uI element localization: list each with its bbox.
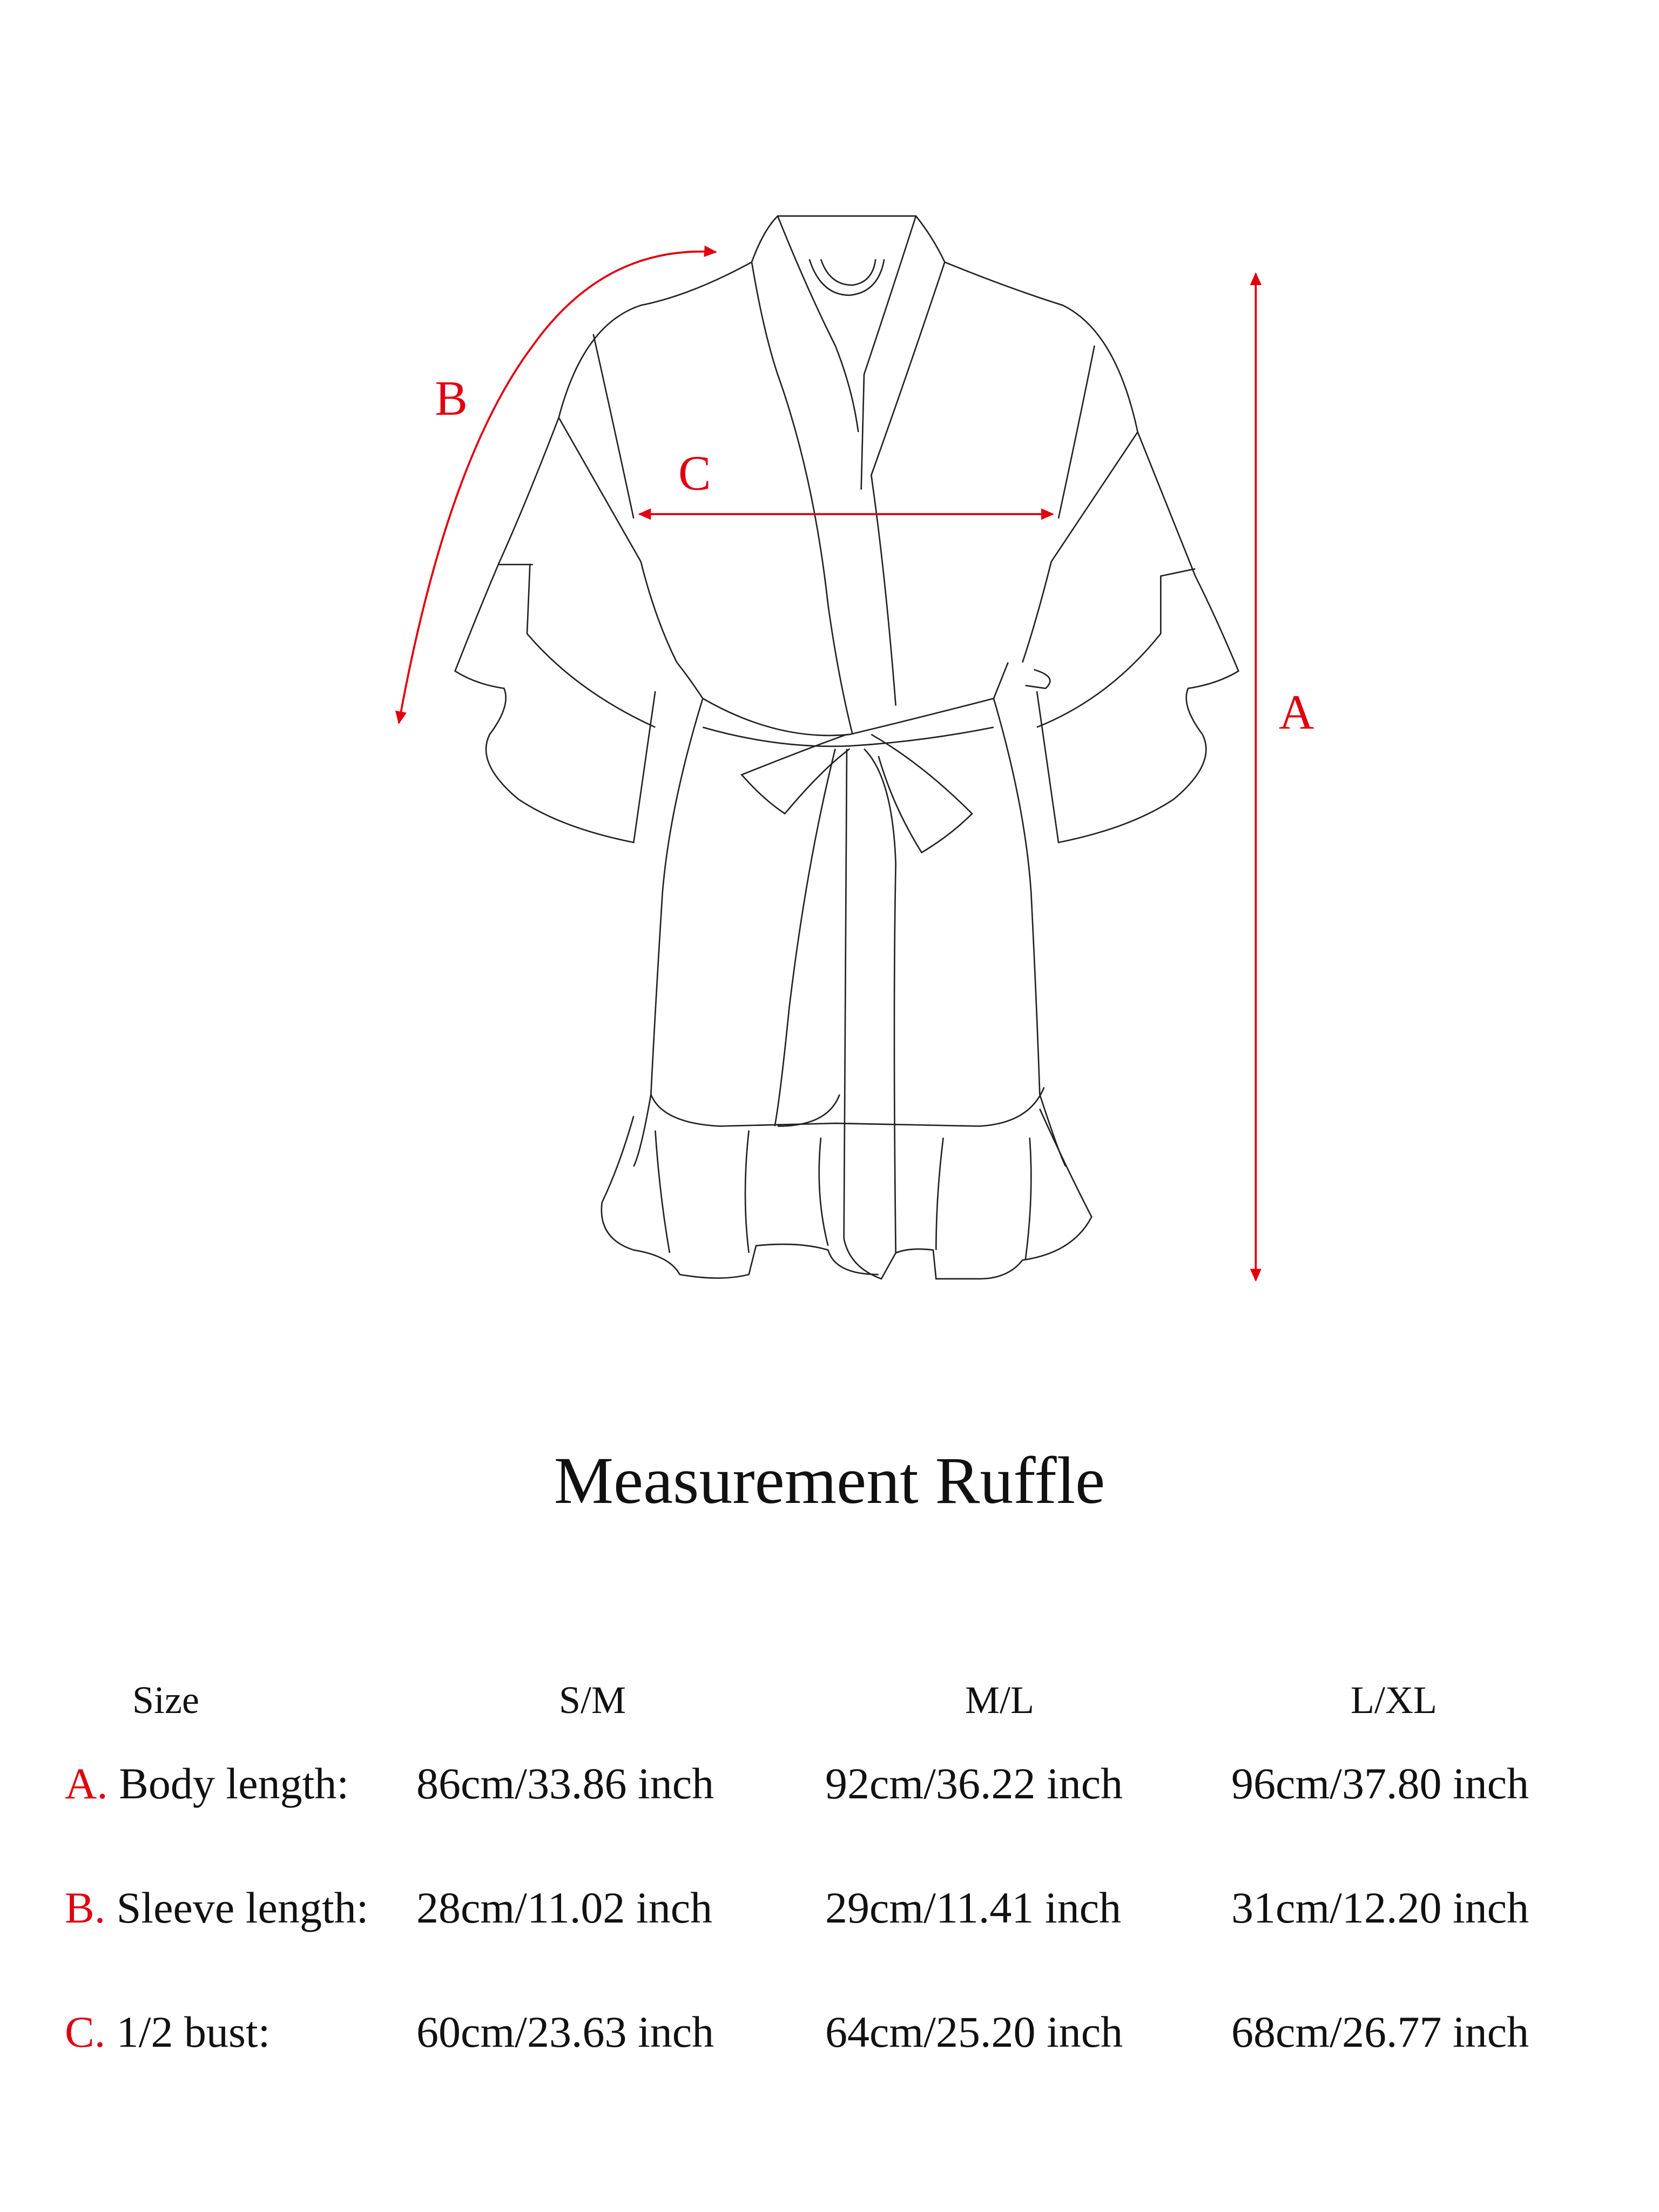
- marker-b: B: [435, 371, 467, 426]
- table-cell: 31cm/12.20 inch: [1231, 1883, 1529, 1932]
- table-cell: 96cm/37.80 inch: [1231, 1759, 1529, 1808]
- table-cell: 68cm/26.77 inch: [1231, 2007, 1529, 2056]
- arrow-b-sleeve-length: [395, 245, 717, 725]
- header-size: Size: [132, 1678, 199, 1722]
- row-letter: C.: [65, 2007, 106, 2056]
- header-m-l: M/L: [965, 1678, 1035, 1722]
- marker-c: C: [678, 446, 711, 501]
- table-cell: 29cm/11.41 inch: [825, 1883, 1122, 1932]
- row-label: Sleeve length:: [116, 1883, 369, 1932]
- row-label: 1/2 bust:: [116, 2007, 271, 2056]
- row-label-sleeve-length: B. Sleeve length:: [65, 1886, 369, 1930]
- header-s-m: S/M: [559, 1678, 626, 1722]
- robe-measurement-diagram: A B C: [395, 215, 1314, 1282]
- robe-outline: [454, 215, 1240, 1280]
- marker-a: A: [1279, 685, 1314, 739]
- row-letter: B.: [65, 1883, 106, 1932]
- table-cell: 28cm/11.02 inch: [416, 1883, 713, 1932]
- row-label: Body length:: [119, 1759, 349, 1808]
- row-letter: A.: [65, 1759, 108, 1808]
- page-title: Measurement Ruffle: [554, 1444, 1105, 1518]
- table-cell: 64cm/25.20 inch: [825, 2007, 1123, 2056]
- table-cell: 86cm/33.86 inch: [416, 1759, 714, 1808]
- measurement-arrows: [395, 245, 1262, 1282]
- table-cell: 60cm/23.63 inch: [416, 2007, 714, 2056]
- header-l-xl: L/XL: [1351, 1678, 1437, 1722]
- row-label-body-length: A. Body length:: [65, 1762, 349, 1806]
- row-label-half-bust: C. 1/2 bust:: [65, 2010, 270, 2054]
- table-cell: 92cm/36.22 inch: [825, 1759, 1123, 1808]
